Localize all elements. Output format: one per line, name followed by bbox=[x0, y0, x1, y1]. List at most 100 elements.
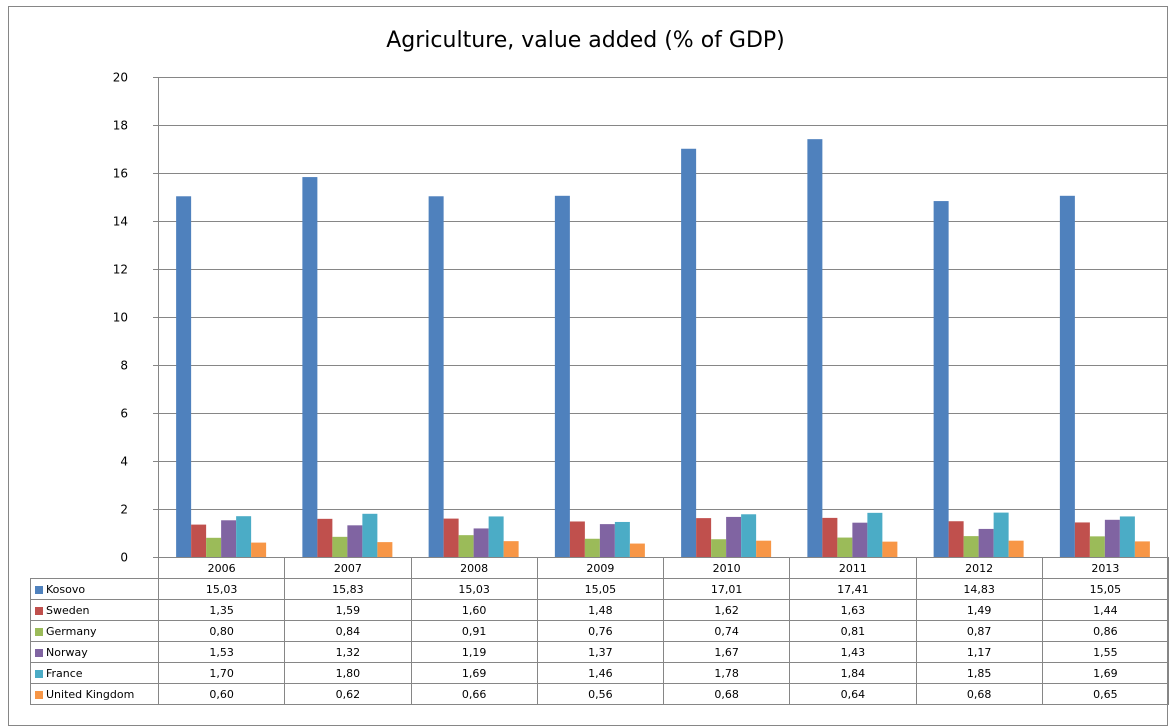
legend-label: Germany bbox=[46, 624, 97, 638]
data-label: 1,43 bbox=[789, 641, 917, 663]
data-label: 1,60 bbox=[410, 599, 538, 621]
bar-france bbox=[614, 521, 630, 557]
table-row: Kosovo 15,03 15,83 15,03 15,05 17,01 17,41 14,8… bbox=[30, 578, 1170, 600]
x-tick-label: 2013 bbox=[1041, 557, 1170, 579]
bar-norway bbox=[599, 524, 615, 557]
data-label: 0,60 bbox=[157, 683, 286, 705]
data-label: 0,56 bbox=[536, 683, 665, 705]
table-row: Sweden 1,35 1,59 1,60 1,48 1,62 1,63 1,49 1,44 bbox=[30, 599, 1170, 621]
bar-kosovo bbox=[933, 201, 949, 557]
data-label: 0,65 bbox=[1041, 683, 1170, 705]
bar-united-kingdom bbox=[377, 542, 393, 557]
table-header-row: 2006 2007 2008 2009 2010 2011 2012 2013 bbox=[30, 557, 1170, 579]
data-label: 0,68 bbox=[915, 683, 1043, 705]
data-label: 1,46 bbox=[536, 662, 665, 684]
chart-title: Agriculture, value added (% of GDP) bbox=[386, 28, 785, 53]
bar-france bbox=[236, 516, 252, 557]
data-label: 1,35 bbox=[157, 599, 286, 621]
table-row: Germany 0,80 0,84 0,91 0,76 0,74 0,81 0,87 0,86 bbox=[30, 620, 1170, 642]
legend-label: Sweden bbox=[46, 603, 90, 617]
x-tick-label: 2008 bbox=[410, 557, 538, 579]
x-tick-label: 2006 bbox=[157, 557, 286, 579]
y-tick-label: 4 bbox=[120, 455, 128, 469]
bar-germany bbox=[1089, 536, 1105, 557]
data-label: 14,83 bbox=[915, 578, 1043, 600]
data-label: 1,69 bbox=[410, 662, 538, 684]
bar-germany bbox=[837, 537, 853, 557]
data-label: 1,80 bbox=[284, 662, 412, 684]
bar-germany bbox=[206, 537, 222, 557]
legend-entry: Germany bbox=[30, 620, 159, 642]
x-tick-label: 2012 bbox=[915, 557, 1043, 579]
data-label: 1,69 bbox=[1041, 662, 1170, 684]
bar-sweden bbox=[443, 518, 459, 557]
legend-swatch bbox=[35, 648, 43, 657]
bar-united-kingdom bbox=[882, 541, 898, 557]
data-label: 0,80 bbox=[157, 620, 286, 642]
data-label: 0,76 bbox=[536, 620, 665, 642]
legend-entry: France bbox=[30, 662, 159, 684]
legend-label: Kosovo bbox=[46, 582, 86, 596]
bar-kosovo bbox=[1059, 195, 1075, 558]
bar-germany bbox=[963, 536, 979, 557]
data-label: 1,55 bbox=[1041, 641, 1170, 663]
x-tick-label: 2007 bbox=[284, 557, 412, 579]
bar-norway bbox=[347, 525, 363, 557]
bar-united-kingdom bbox=[251, 542, 267, 557]
y-tick-label: 2 bbox=[120, 503, 128, 517]
data-label: 1,37 bbox=[536, 641, 665, 663]
data-label: 0,86 bbox=[1041, 620, 1170, 642]
data-label: 1,48 bbox=[536, 599, 665, 621]
bar-united-kingdom bbox=[503, 541, 519, 557]
bar-france bbox=[1119, 516, 1135, 557]
legend-entry: Kosovo bbox=[30, 578, 159, 600]
data-label: 0,81 bbox=[789, 620, 917, 642]
data-label: 15,05 bbox=[536, 578, 665, 600]
bar-france bbox=[362, 513, 378, 557]
bar-norway bbox=[852, 522, 868, 557]
data-label: 0,62 bbox=[284, 683, 412, 705]
bar-germany bbox=[584, 538, 600, 557]
y-tick-label: 16 bbox=[113, 167, 128, 181]
bar-kosovo bbox=[807, 139, 823, 557]
bar-sweden bbox=[191, 524, 207, 557]
legend-entry: Norway bbox=[30, 641, 159, 663]
legend-label: France bbox=[46, 666, 83, 680]
data-label: 15,03 bbox=[157, 578, 286, 600]
bar-sweden bbox=[822, 517, 838, 557]
bar-united-kingdom bbox=[629, 543, 645, 557]
legend-swatch bbox=[35, 669, 43, 678]
y-tick-label: 18 bbox=[113, 119, 128, 133]
data-label: 0,66 bbox=[410, 683, 538, 705]
bar-norway bbox=[473, 528, 489, 557]
legend-swatch bbox=[35, 627, 43, 636]
bar-france bbox=[488, 516, 504, 557]
data-label: 0,64 bbox=[789, 683, 917, 705]
data-label: 1,44 bbox=[1041, 599, 1170, 621]
legend-swatch bbox=[35, 585, 43, 594]
data-label: 1,32 bbox=[284, 641, 412, 663]
y-tick-label: 12 bbox=[113, 263, 128, 277]
data-label: 1,67 bbox=[662, 641, 791, 663]
bar-kosovo bbox=[176, 196, 192, 557]
bar-united-kingdom bbox=[1134, 541, 1150, 557]
data-label: 1,70 bbox=[157, 662, 286, 684]
data-label: 0,68 bbox=[662, 683, 791, 705]
table-row: France 1,70 1,80 1,69 1,46 1,78 1,84 1,85 1,69 bbox=[30, 662, 1170, 684]
bar-germany bbox=[458, 535, 474, 557]
bar-norway bbox=[978, 528, 994, 557]
data-label: 1,78 bbox=[662, 662, 791, 684]
data-label: 1,49 bbox=[915, 599, 1043, 621]
y-tick-label: 10 bbox=[113, 311, 128, 325]
x-tick-label: 2009 bbox=[536, 557, 665, 579]
data-label: 17,41 bbox=[789, 578, 917, 600]
legend-entry: United Kingdom bbox=[30, 683, 159, 705]
data-label: 15,05 bbox=[1041, 578, 1170, 600]
legend-swatch bbox=[35, 606, 43, 615]
data-label: 1,19 bbox=[410, 641, 538, 663]
table-row: United Kingdom 0,60 0,62 0,66 0,56 0,68 0,64 0,… bbox=[30, 683, 1170, 705]
bar-norway bbox=[726, 516, 742, 557]
bar-sweden bbox=[317, 518, 333, 557]
data-label: 1,63 bbox=[789, 599, 917, 621]
data-label: 1,17 bbox=[915, 641, 1043, 663]
